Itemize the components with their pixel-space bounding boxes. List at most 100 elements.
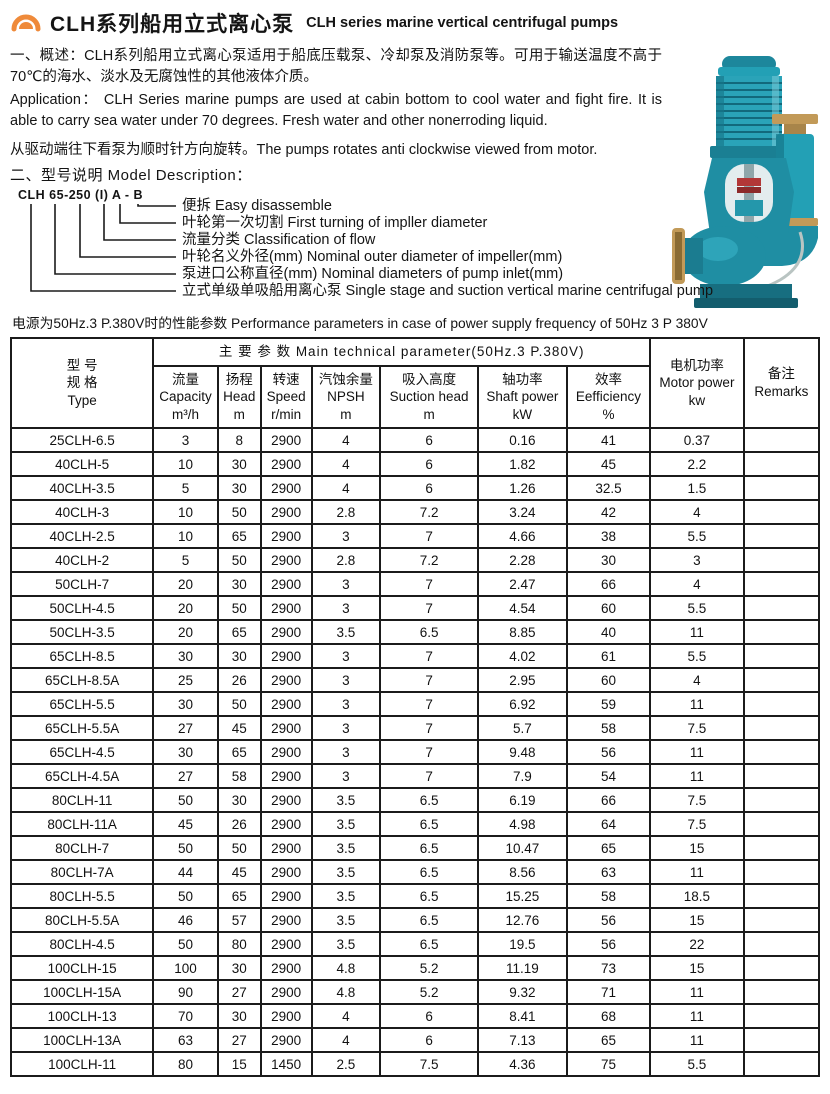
model-cell: 50CLH-4.5 — [9, 595, 155, 621]
head-cell: 15 — [216, 1051, 262, 1077]
remarks-cell — [742, 571, 821, 597]
table-row: 40CLH-3 10 50 2900 2.8 7.2 3.24 42 4 — [9, 499, 821, 525]
capacity-cell: 10 — [152, 523, 219, 549]
model-cell: 40CLH-5 — [9, 451, 155, 477]
speed-cell: 2900 — [259, 763, 313, 789]
model-cell: 80CLH-7A — [9, 859, 155, 885]
head-cell: 30 — [216, 955, 262, 981]
model-cell: 65CLH-5.5A — [9, 715, 155, 741]
speed-cell: 2900 — [259, 1003, 313, 1029]
capacity-cell: 44 — [152, 859, 219, 885]
capacity-cell: 3 — [152, 427, 219, 453]
head-cell: 45 — [216, 715, 262, 741]
motor-power-cell: 15 — [649, 907, 745, 933]
efficiency-cell: 75 — [565, 1051, 652, 1077]
suction-head-cell: 6 — [379, 451, 479, 477]
npsh-cell: 3 — [310, 739, 382, 765]
model-cell: 65CLH-4.5 — [9, 739, 155, 765]
shaft-power-cell: 6.92 — [476, 691, 568, 717]
efficiency-cell: 58 — [565, 883, 652, 909]
table-row: 80CLH-7A 44 45 2900 3.5 6.5 8.56 63 11 — [9, 859, 821, 885]
npsh-cell: 3.5 — [310, 883, 382, 909]
speed-cell: 2900 — [259, 955, 313, 981]
column-header-npsh: 汽蚀余量 NPSH m — [310, 365, 382, 429]
table-row: 65CLH-8.5A 25 26 2900 3 7 2.95 60 4 — [9, 667, 821, 693]
capacity-cell: 46 — [152, 907, 219, 933]
column-header-remarks: 备注 Remarks — [742, 337, 821, 429]
table-row: 50CLH-3.5 20 65 2900 3.5 6.5 8.85 40 11 — [9, 619, 821, 645]
capacity-cell: 25 — [152, 667, 219, 693]
rotation-note: 从驱动端往下看泵为顺时针方向旋转。The pumps rotates anti … — [10, 142, 598, 158]
shaft-power-cell: 0.16 — [476, 427, 568, 453]
table-row: 65CLH-8.5 30 30 2900 3 7 4.02 61 5.5 — [9, 643, 821, 669]
model-cell: 80CLH-5.5 — [9, 883, 155, 909]
model-cell: 80CLH-5.5A — [9, 907, 155, 933]
efficiency-cell: 59 — [565, 691, 652, 717]
shaft-power-cell: 2.95 — [476, 667, 568, 693]
speed-cell: 2900 — [259, 571, 313, 597]
pump-photo — [672, 52, 822, 312]
speed-cell: 2900 — [259, 643, 313, 669]
model-label: 叶轮名义外径(mm) Nominal outer diameter of imp… — [182, 249, 563, 265]
shaft-power-cell: 11.19 — [476, 955, 568, 981]
capacity-cell: 20 — [152, 571, 219, 597]
npsh-cell: 4.8 — [310, 979, 382, 1005]
capacity-cell: 30 — [152, 691, 219, 717]
remarks-cell — [742, 787, 821, 813]
efficiency-cell: 60 — [565, 595, 652, 621]
table-row: 65CLH-5.5 30 50 2900 3 7 6.92 59 11 — [9, 691, 821, 717]
group-header-main-parameters: 主 要 参 数 Main technical parameter(50Hz.3 … — [152, 337, 652, 367]
page-title-en: CLH series marine vertical centrifugal p… — [306, 15, 619, 31]
npsh-cell: 3 — [310, 523, 382, 549]
npsh-cell: 3.5 — [310, 619, 382, 645]
capacity-cell: 50 — [152, 931, 219, 957]
model-cell: 50CLH-3.5 — [9, 619, 155, 645]
suction-head-cell: 5.2 — [379, 979, 479, 1005]
table-row: 100CLH-15A 90 27 2900 4.8 5.2 9.32 71 11 — [9, 979, 821, 1005]
shaft-power-cell: 4.66 — [476, 523, 568, 549]
head-cell: 30 — [216, 787, 262, 813]
speed-cell: 2900 — [259, 931, 313, 957]
head-cell: 26 — [216, 811, 262, 837]
remarks-cell — [742, 619, 821, 645]
diagram-connector-lines — [30, 204, 176, 292]
remarks-cell — [742, 835, 821, 861]
shaft-power-cell: 9.48 — [476, 739, 568, 765]
shaft-power-cell: 1.82 — [476, 451, 568, 477]
speed-cell: 2900 — [259, 715, 313, 741]
model-cell: 40CLH-2.5 — [9, 523, 155, 549]
model-cell: 80CLH-11A — [9, 811, 155, 837]
remarks-cell — [742, 499, 821, 525]
motor-power-cell: 5.5 — [649, 523, 745, 549]
table-row: 50CLH-7 20 30 2900 3 7 2.47 66 4 — [9, 571, 821, 597]
head-cell: 27 — [216, 1027, 262, 1053]
remarks-cell — [742, 715, 821, 741]
speed-cell: 2900 — [259, 691, 313, 717]
efficiency-cell: 66 — [565, 787, 652, 813]
motor-power-cell: 11 — [649, 763, 745, 789]
efficiency-cell: 32.5 — [565, 475, 652, 501]
capacity-cell: 27 — [152, 763, 219, 789]
head-cell: 65 — [216, 883, 262, 909]
motor-power-cell: 18.5 — [649, 883, 745, 909]
shaft-power-cell: 2.28 — [476, 547, 568, 573]
speed-cell: 2900 — [259, 499, 313, 525]
model-cell: 80CLH-11 — [9, 787, 155, 813]
suction-head-cell: 7 — [379, 715, 479, 741]
remarks-cell — [742, 1051, 821, 1077]
shaft-power-cell: 2.47 — [476, 571, 568, 597]
speed-cell: 2900 — [259, 787, 313, 813]
model-cell: 80CLH-7 — [9, 835, 155, 861]
shaft-power-cell: 10.47 — [476, 835, 568, 861]
remarks-cell — [742, 427, 821, 453]
speed-cell: 2900 — [259, 523, 313, 549]
efficiency-cell: 56 — [565, 907, 652, 933]
model-code: CLH 65-250 (I) A - B — [18, 188, 144, 202]
model-description-heading: 二、型号说明 Model Description： — [10, 167, 252, 184]
npsh-cell: 3 — [310, 715, 382, 741]
suction-head-cell: 7.2 — [379, 547, 479, 573]
model-cell: 50CLH-7 — [9, 571, 155, 597]
npsh-cell: 3.5 — [310, 811, 382, 837]
motor-power-cell: 15 — [649, 955, 745, 981]
head-cell: 26 — [216, 667, 262, 693]
